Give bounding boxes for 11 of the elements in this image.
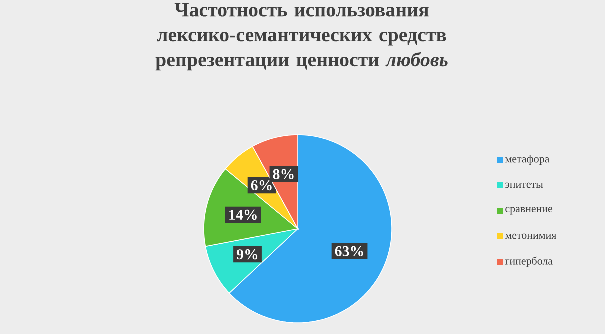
data-label: 63% — [335, 246, 364, 256]
legend-label: сравнение — [506, 207, 553, 215]
chart-title: Частотность использования лексико-семантических средств репрезентации ценности любовь — [156, 4, 448, 71]
legend-label: эпитеты — [506, 182, 544, 188]
data-label: 8% — [273, 169, 294, 180]
legend-label: гипербола — [505, 256, 553, 268]
data-label: 6% — [251, 180, 272, 191]
legend-label: метафора — [505, 155, 550, 165]
data-label: 9% — [236, 250, 258, 260]
legend-label: метонимия — [505, 234, 557, 240]
data-label: 14% — [230, 210, 257, 220]
